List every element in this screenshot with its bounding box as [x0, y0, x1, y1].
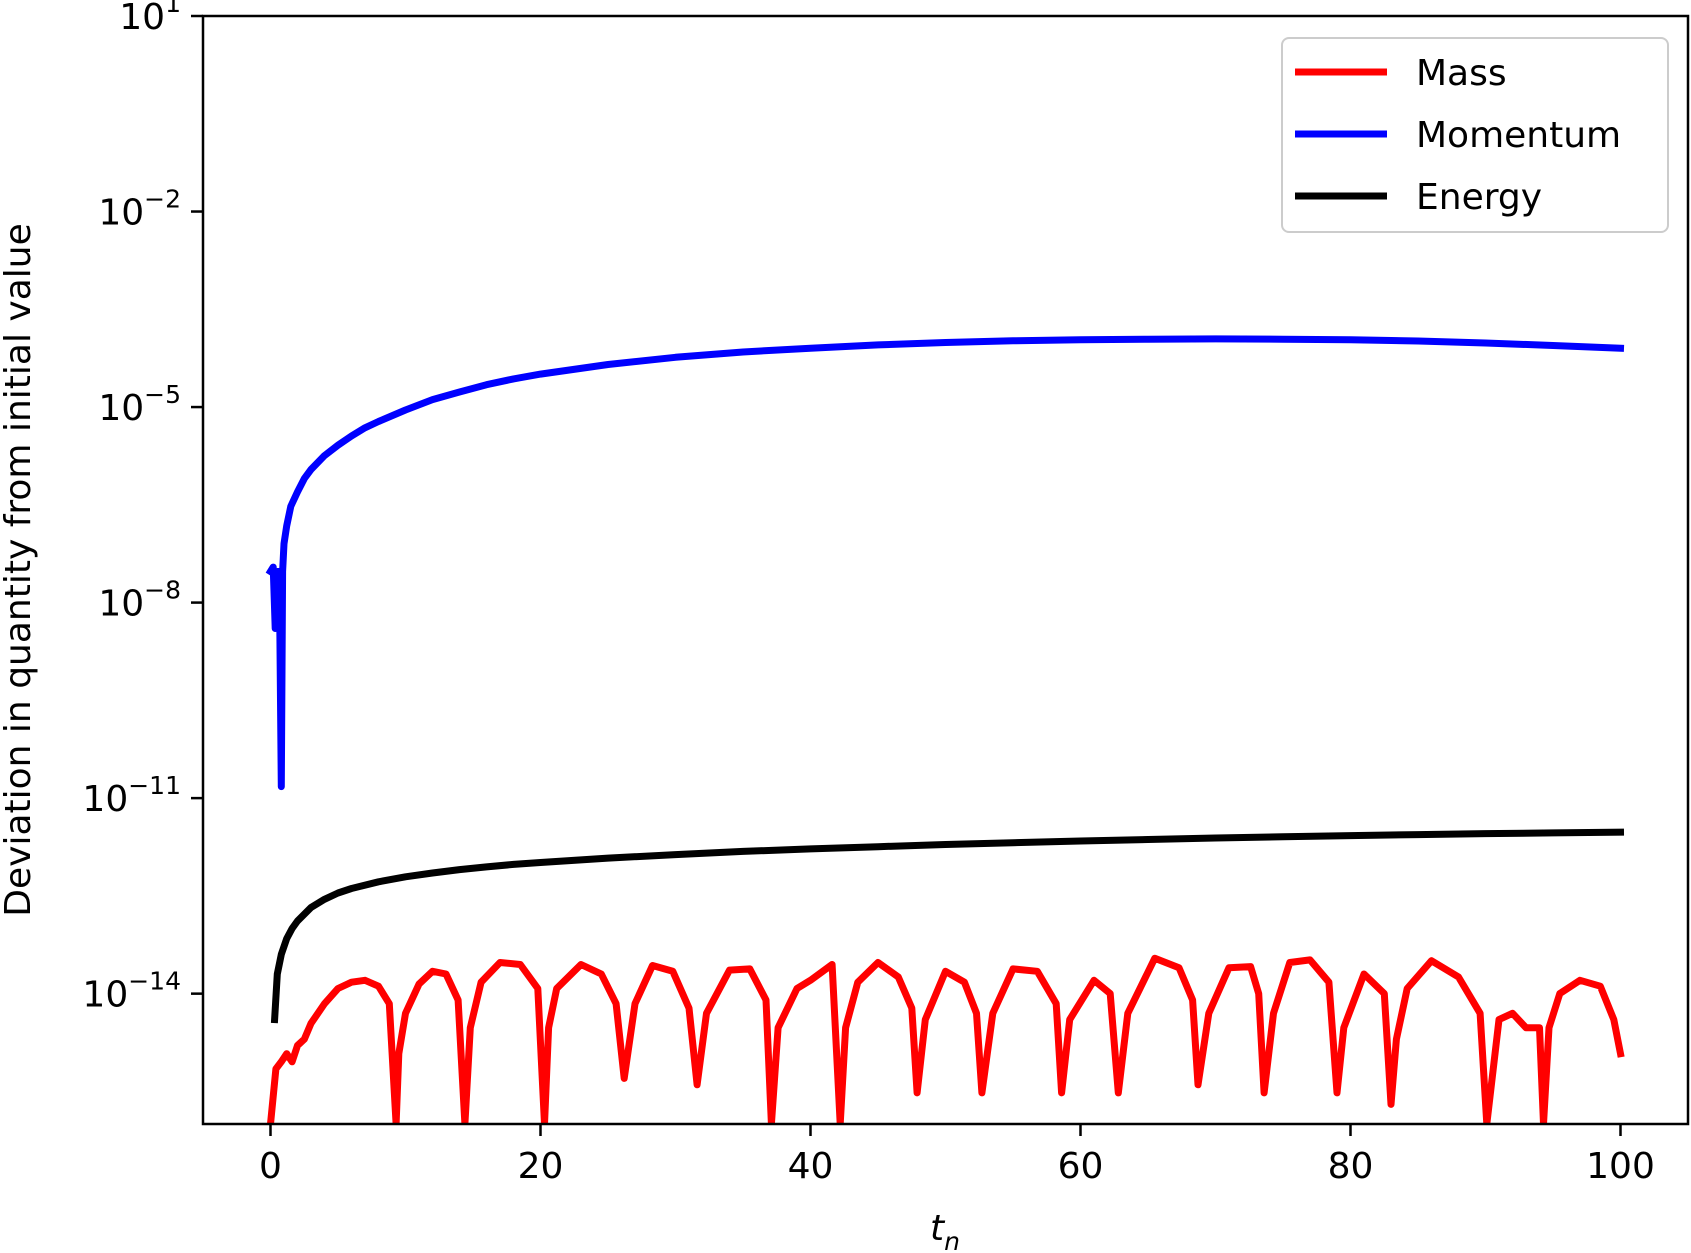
series-line-momentum [265, 335, 1625, 791]
x-tick-label: 60 [1058, 1146, 1104, 1187]
legend-label-energy: Energy [1416, 177, 1542, 218]
x-tick-label: 40 [788, 1146, 834, 1187]
x-axis-title-main: t [930, 1208, 946, 1249]
y-tick-label: 10−14 [82, 967, 181, 1016]
y-tick-label: 10−2 [98, 185, 181, 234]
legend: Mass Momentum Energy [1281, 37, 1669, 233]
y-axis-title: Deviation in quantity from initial value [0, 223, 39, 916]
series-line-energy [270, 828, 1625, 1024]
series-layer [265, 335, 1625, 1124]
legend-label-momentum: Momentum [1416, 115, 1621, 156]
x-axis-title-subscript: n [944, 1227, 960, 1253]
y-axis-ticks: 101 10−2 10−5 10−8 10−11 10−14 [82, 0, 203, 1016]
x-axis-ticks: 0 20 40 60 80 100 [259, 1124, 1655, 1187]
x-tick-label: 0 [259, 1146, 282, 1187]
y-tick-label: 101 [119, 0, 181, 38]
legend-box [1281, 37, 1669, 233]
x-axis-title: tn [930, 1208, 960, 1253]
plot-frame [201, 14, 1690, 1126]
x-tick-label: 20 [518, 1146, 564, 1187]
y-tick-label: 10−8 [98, 576, 181, 625]
series-line-mass [266, 954, 1625, 1124]
x-tick-label: 80 [1328, 1146, 1374, 1187]
x-tick-label: 100 [1586, 1146, 1655, 1187]
y-tick-label: 10−11 [82, 771, 181, 820]
y-tick-label: 10−5 [98, 380, 181, 429]
legend-label-mass: Mass [1416, 53, 1507, 94]
